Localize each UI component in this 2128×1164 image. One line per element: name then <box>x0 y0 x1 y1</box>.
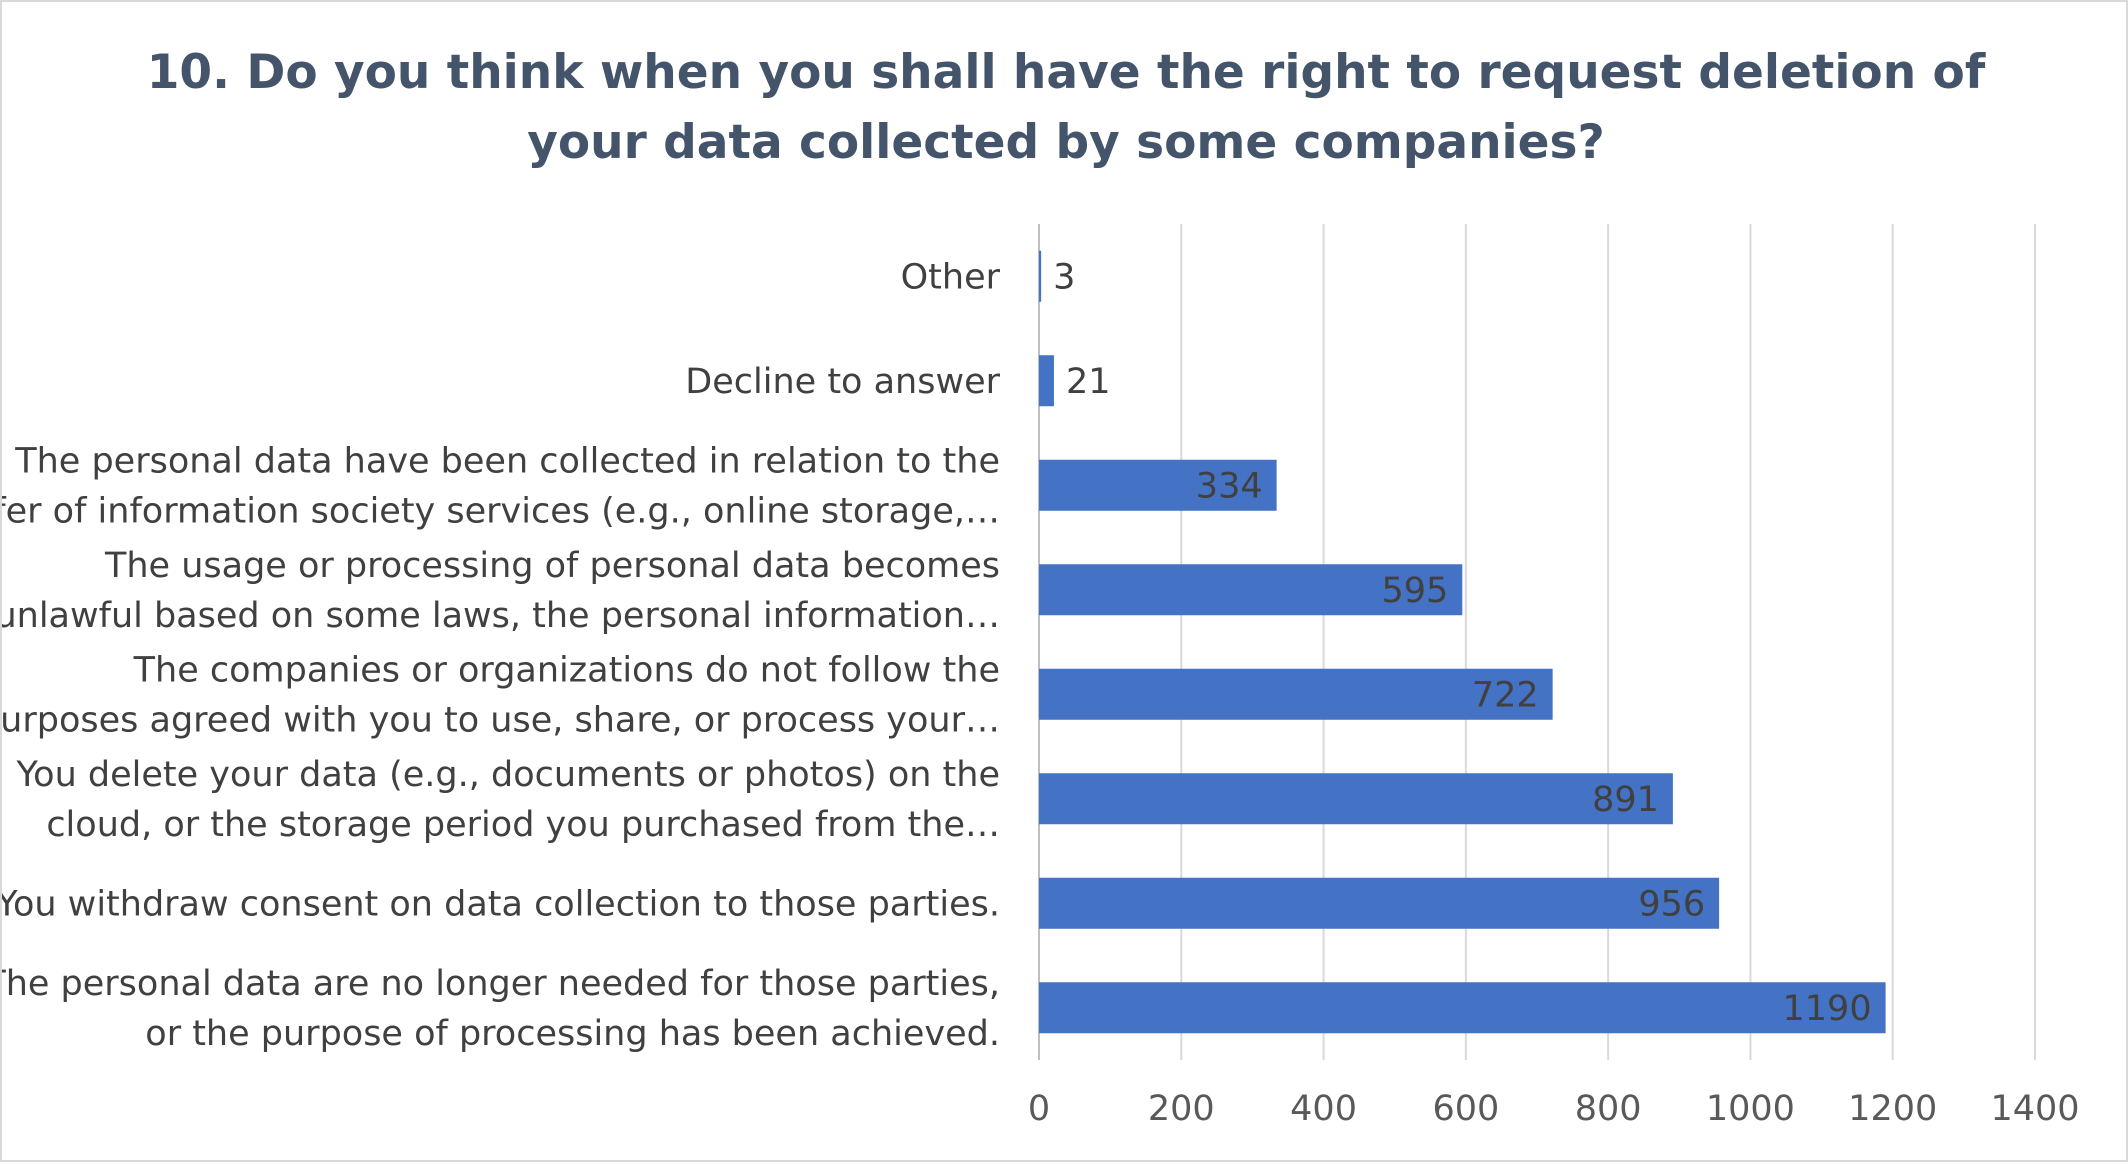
x-tick-label: 400 <box>1290 1089 1357 1129</box>
chart-title-line: your data collected by some companies? <box>527 115 1605 170</box>
category-label: purposes agreed with you to use, share, … <box>2 700 1000 740</box>
data-label: 1190 <box>1783 989 1872 1029</box>
category-label: The personal data are no longer needed f… <box>2 964 1000 1004</box>
data-label: 595 <box>1381 571 1448 611</box>
category-label: You withdraw consent on data collection … <box>2 884 1000 924</box>
category-label: Decline to answer <box>685 362 1000 402</box>
x-tick-label: 600 <box>1432 1089 1499 1129</box>
category-label: unlawful based on some laws, the persona… <box>2 596 1000 636</box>
x-tick-label: 1200 <box>1848 1089 1937 1129</box>
category-label: The personal data have been collected in… <box>14 441 1000 481</box>
data-label: 722 <box>1472 675 1539 715</box>
data-label: 3 <box>1053 257 1075 297</box>
data-label: 956 <box>1638 884 1705 924</box>
data-label: 334 <box>1196 466 1263 506</box>
category-label: cloud, or the storage period you purchas… <box>46 805 1000 845</box>
x-tick-label: 200 <box>1148 1089 1215 1129</box>
bar <box>1039 982 1886 1034</box>
bar <box>1039 773 1673 825</box>
category-labels: Other Decline to answer The personal data … <box>2 257 1001 1054</box>
x-tick-label: 800 <box>1575 1089 1642 1129</box>
bar <box>1039 877 1720 929</box>
category-label: offer of information society services (e… <box>2 491 1000 531</box>
x-tick-label: 0 <box>1028 1089 1050 1129</box>
bar <box>1039 355 1054 407</box>
category-label: The companies or organizations do not fo… <box>133 650 1000 690</box>
bar <box>1039 668 1553 720</box>
gridlines <box>1038 224 2036 1060</box>
category-label: The usage or processing of personal data… <box>104 546 1000 586</box>
bars <box>1039 250 1886 1034</box>
data-label: 891 <box>1592 780 1659 820</box>
category-label: You delete your data (e.g., documents or… <box>15 755 1000 795</box>
chart-title-line: 10. Do you think when you shall have the… <box>147 45 1986 100</box>
data-label: 21 <box>1066 362 1111 402</box>
bar <box>1039 459 1277 511</box>
category-label: or the purpose of processing has been ac… <box>145 1014 1000 1054</box>
x-axis-ticks: 0 200 400 600 800 1000 1200 1400 <box>1028 1089 2080 1129</box>
x-tick-label: 1400 <box>1990 1089 2079 1129</box>
bar <box>1039 564 1463 616</box>
chart-title: 10. Do you think when you shall have the… <box>147 45 1986 170</box>
data-labels: 3 21 334 595 722 891 956 1190 <box>1053 257 1871 1029</box>
x-tick-label: 1000 <box>1706 1089 1795 1129</box>
category-label: Other <box>901 257 1001 297</box>
bar <box>1039 250 1042 302</box>
